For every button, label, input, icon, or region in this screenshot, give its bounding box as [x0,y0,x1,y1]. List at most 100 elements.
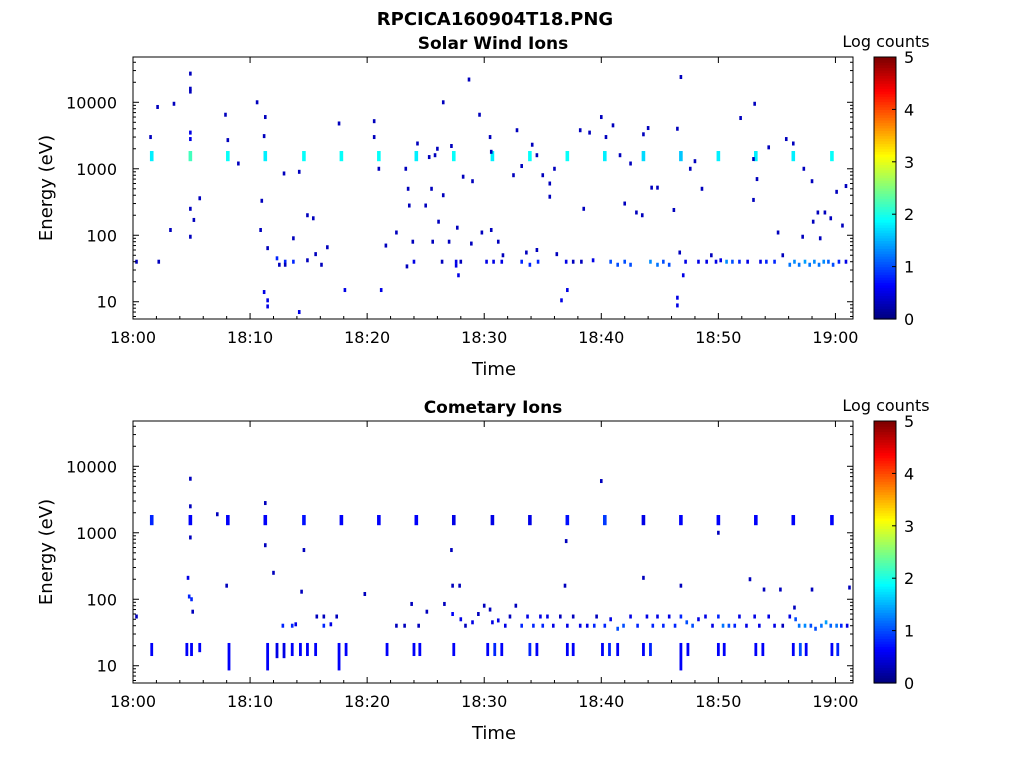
data-mark-point [189,89,192,94]
colorbar-segment [874,667,896,671]
data-mark-point [263,115,267,120]
data-mark-point [839,623,843,628]
data-mark-point [667,614,671,619]
colorbar-segment [874,104,896,108]
data-mark-point [395,230,398,235]
colorbar-segment [874,528,896,532]
colorbar-segment [874,672,896,676]
data-mark-band [490,151,495,162]
colorbar-segment [874,481,896,485]
colorbar-segment [874,109,896,113]
colorbar-segment [874,609,896,613]
data-mark-column [299,642,302,657]
colorbar-segment [874,677,896,681]
data-mark-point [705,259,708,264]
colorbar-segment [874,538,896,543]
data-mark-point [275,256,279,261]
colorbar-segment [874,651,896,655]
data-mark-point [656,262,659,267]
solar-wind-panel: Solar Wind Ions 18:00 18:10 18:20 18:30 18:40… [36,32,930,380]
colorbar-segment [874,486,896,490]
colorbar-segment [874,675,896,679]
data-mark-point [266,304,269,309]
colorbar-segment [874,507,896,511]
data-mark-point [461,174,465,179]
data-mark-column [616,642,620,657]
colorbar-segment [874,622,896,626]
data-mark-column [761,642,765,657]
colorbar-segment [874,117,896,121]
data-mark-point [604,135,608,140]
data-mark-point [541,623,545,628]
data-mark-point [135,614,138,619]
colorbar-label: Log counts [842,32,929,51]
colorbar-segment [874,583,896,587]
colorbar-segment [874,75,896,79]
data-mark-point [595,614,598,619]
data-mark-point [157,259,161,264]
colorbar-segment [874,483,896,488]
colorbar-segment [874,98,896,103]
data-mark-point [440,259,444,264]
data-mark-column [722,642,726,657]
x-tick-label: 18:40 [578,328,624,347]
colorbar-segment [874,298,896,302]
data-mark-point [471,179,474,184]
data-mark-point [192,217,196,222]
data-mark-point [676,126,679,131]
colorbar-segment [874,190,896,194]
data-mark-point [618,153,622,158]
data-mark-point [609,259,612,264]
colorbar-segment [874,258,896,262]
colorbar-segment [874,504,896,509]
data-mark-point [525,250,528,255]
x-tick-label: 18:20 [344,692,390,711]
data-mark-point [837,259,841,264]
data-mark-column [679,642,683,671]
data-mark-point [282,171,286,176]
data-mark-band [149,515,154,526]
colorbar-segment [874,140,896,145]
data-mark-point [711,623,714,628]
data-mark-band [188,151,193,162]
data-mark-point [835,189,838,194]
data-mark-column [275,642,279,659]
data-mark-point [508,614,512,619]
data-mark-point [793,605,796,610]
data-mark-point [578,623,582,628]
data-mark-point [844,259,848,264]
data-mark-point [450,548,453,553]
data-mark-band [414,515,419,526]
data-mark-point [623,259,627,264]
colorbar-segment [874,57,896,61]
data-mark-column [493,642,497,657]
colorbar-segment [874,130,896,134]
colorbar-segment [874,565,896,569]
colorbar-segment [874,148,896,152]
colorbar-tick-label: 2 [904,205,914,224]
colorbar-segment [874,431,896,435]
data-mark-point [187,594,191,599]
data-mark-point [564,539,568,544]
x-tick-label: 18:40 [578,692,624,711]
data-mark-point [629,262,632,267]
data-mark-point [746,259,749,264]
data-mark-band [716,151,721,162]
colorbar-segment [874,434,896,438]
data-mark-point [738,259,741,264]
colorbar-segment [874,211,896,215]
data-mark-column [314,642,318,657]
colorbar-segment [874,455,896,459]
colorbar-segment [874,201,896,205]
data-mark-point [343,288,347,293]
colorbar-segment [874,93,896,97]
data-mark-point [822,259,826,264]
data-mark-point [492,259,495,264]
data-mark-column [412,642,416,657]
colorbar-segment [874,127,896,131]
data-mark-point [541,173,545,178]
colorbar-tick-label: 0 [904,310,914,329]
colorbar-segment [874,620,896,624]
data-mark-column [528,642,532,657]
data-mark-point [520,164,523,169]
